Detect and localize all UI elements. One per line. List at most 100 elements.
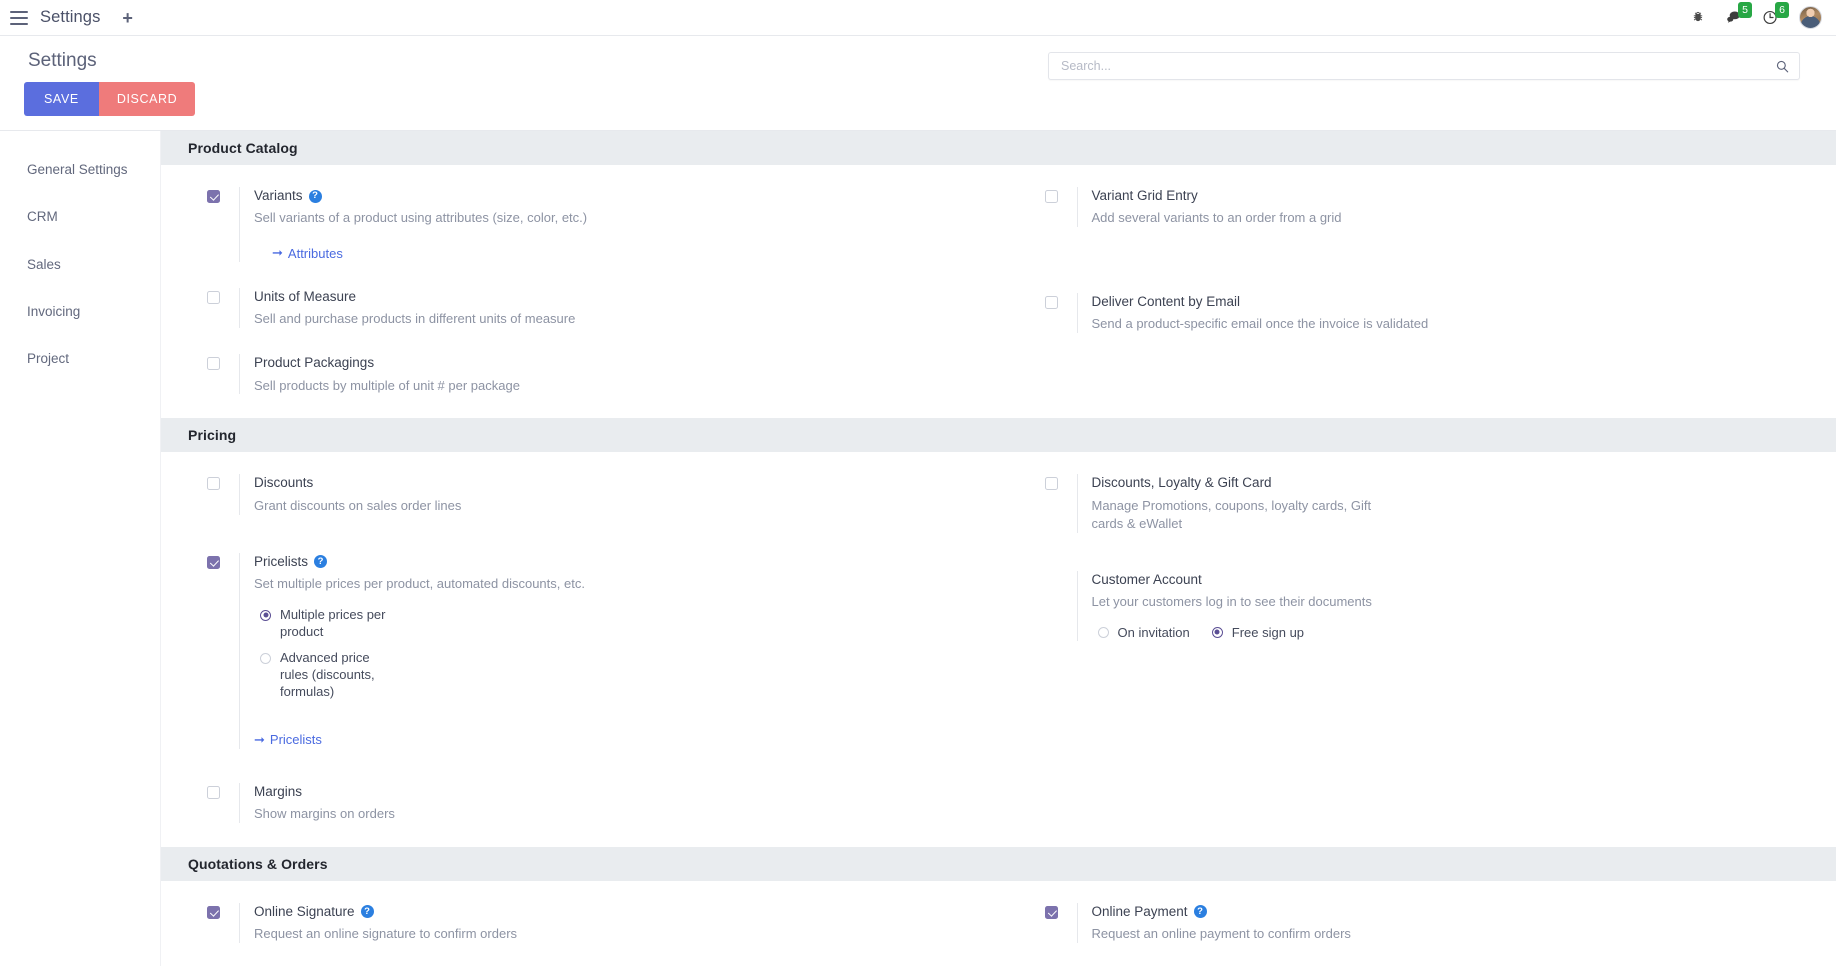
margins-checkbox[interactable] xyxy=(207,785,220,799)
online-signature-label-group: Online Signature ? xyxy=(254,903,969,921)
customer-account-radio-group: On invitation Free sign up xyxy=(1092,624,1807,641)
online-signature-checkbox[interactable] xyxy=(207,905,220,919)
setting-row-discounts: Discounts Grant discounts on sales order… xyxy=(207,474,969,515)
page-title: Settings xyxy=(28,50,97,71)
search-input[interactable] xyxy=(1059,58,1776,74)
sidebar-item-general-settings[interactable]: General Settings xyxy=(27,162,128,177)
radio-indicator[interactable] xyxy=(260,609,271,621)
variants-text: Variants ? Sell variants of a product us… xyxy=(239,187,969,263)
setting-row-units-of-measure: Units of Measure Sell and purchase produ… xyxy=(207,288,969,329)
radio-indicator[interactable] xyxy=(1211,626,1223,638)
product-packagings-text: Product Packagings Sell products by mult… xyxy=(239,354,969,395)
pricelists-label: Pricelists xyxy=(254,553,309,569)
variants-label-group: Variants ? xyxy=(254,187,969,205)
attributes-link-label: Attributes xyxy=(287,245,343,261)
radio-advanced-price-rules[interactable]: Advanced price rules (discounts, formula… xyxy=(260,649,969,700)
deliver-content-by-email-checkbox[interactable] xyxy=(1044,296,1058,310)
variant-grid-entry-description: Add several variants to an order from a … xyxy=(1091,210,1342,226)
search-box[interactable] xyxy=(1048,52,1800,80)
margins-description: Show margins on orders xyxy=(254,805,395,821)
section-body-pricing: Discounts Grant discounts on sales order… xyxy=(161,452,1836,846)
discounts-text: Discounts Grant discounts on sales order… xyxy=(239,474,969,515)
radio-multiple-prices-per-product[interactable]: Multiple prices per product xyxy=(260,606,969,640)
user-avatar[interactable] xyxy=(1799,6,1822,29)
variants-description: Sell variants of a product using attribu… xyxy=(254,210,588,226)
pricing-left-column: Discounts Grant discounts on sales order… xyxy=(161,474,999,823)
pricelists-text: Pricelists ? Set multiple prices per pro… xyxy=(239,552,969,749)
online-payment-label-group: Online Payment ? xyxy=(1092,903,1807,921)
section-header-quotations-orders: Quotations & Orders xyxy=(161,846,1836,881)
online-payment-checkbox[interactable] xyxy=(1044,905,1058,919)
radio-advanced-rules-label: Advanced price rules (discounts, formula… xyxy=(280,650,375,700)
top-navbar: Settings + 5 6 xyxy=(0,0,1836,36)
setting-row-deliver-content-by-email: Deliver Content by Email Send a product-… xyxy=(1044,293,1807,334)
messages-button[interactable]: 5 xyxy=(1725,2,1752,26)
units-of-measure-checkbox[interactable] xyxy=(207,291,220,305)
save-button[interactable]: SAVE xyxy=(24,82,99,116)
help-icon[interactable]: ? xyxy=(360,905,374,919)
quotations-left-column: Online Signature ? Request an online sig… xyxy=(161,902,999,943)
messages-badge: 5 xyxy=(1738,2,1752,18)
variants-checkbox[interactable] xyxy=(207,190,220,203)
setting-row-pricelists: Pricelists ? Set multiple prices per pro… xyxy=(207,552,969,749)
section-body-quotations-orders: Online Signature ? Request an online sig… xyxy=(161,881,1836,966)
search-area xyxy=(1048,52,1800,80)
help-icon[interactable]: ? xyxy=(308,189,322,203)
quotations-right-column: Online Payment ? Request an online payme… xyxy=(999,902,1836,943)
customer-account-description: Let your customers log in to see their d… xyxy=(1091,593,1372,609)
variant-grid-entry-checkbox[interactable] xyxy=(1044,190,1058,203)
discounts-loyalty-gift-card-label: Discounts, Loyalty & Gift Card xyxy=(1091,475,1272,491)
settings-page: General Settings CRM Sales Invoicing Pro… xyxy=(0,131,1836,966)
sidebar-item-crm[interactable]: CRM xyxy=(27,209,58,225)
radio-indicator[interactable] xyxy=(260,653,271,665)
units-of-measure-label: Units of Measure xyxy=(254,289,357,305)
pricelists-checkbox[interactable] xyxy=(207,555,220,569)
online-payment-text: Online Payment ? Request an online payme… xyxy=(1076,902,1807,943)
navbar-right-group: 5 6 xyxy=(1691,2,1822,29)
variants-label: Variants xyxy=(254,188,303,203)
activities-button[interactable]: 6 xyxy=(1762,2,1789,26)
product-packagings-label: Product Packagings xyxy=(254,355,375,371)
pricelists-link-label: Pricelists xyxy=(269,732,322,748)
sidebar-item-sales[interactable]: Sales xyxy=(27,256,61,272)
product-catalog-right-column: Variant Grid Entry Add several variants … xyxy=(999,187,1836,394)
settings-content-scroll[interactable]: Product Catalog Variants ? Sell variants… xyxy=(160,131,1836,966)
search-icon[interactable] xyxy=(1776,60,1789,73)
units-of-measure-description: Sell and purchase products in different … xyxy=(254,311,576,327)
setting-row-online-payment: Online Payment ? Request an online payme… xyxy=(1044,902,1807,943)
pricelists-link[interactable]: ➞ Pricelists xyxy=(254,732,322,748)
variant-grid-entry-label: Variant Grid Entry xyxy=(1091,188,1198,203)
sidebar-item-invoicing[interactable]: Invoicing xyxy=(27,303,81,319)
online-signature-text: Online Signature ? Request an online sig… xyxy=(239,902,969,943)
setting-row-variant-grid-entry: Variant Grid Entry Add several variants … xyxy=(1044,187,1807,228)
discounts-loyalty-gift-card-checkbox[interactable] xyxy=(1044,477,1058,491)
discard-button[interactable]: DISCARD xyxy=(98,82,196,116)
help-icon[interactable]: ? xyxy=(1193,905,1207,919)
discounts-loyalty-gift-card-text: Discounts, Loyalty & Gift Card Manage Pr… xyxy=(1076,474,1807,533)
online-payment-description: Request an online payment to confirm ord… xyxy=(1091,925,1351,941)
new-tab-plus-icon[interactable]: + xyxy=(122,7,133,28)
pricelists-radio-group: Multiple prices per product Advanced pri… xyxy=(254,606,969,701)
discounts-label: Discounts xyxy=(254,475,314,491)
margins-label: Margins xyxy=(254,783,303,799)
customer-account-label: Customer Account xyxy=(1091,571,1202,587)
radio-on-invitation[interactable]: On invitation xyxy=(1097,624,1190,641)
discounts-checkbox[interactable] xyxy=(207,477,220,491)
settings-sidebar: General Settings CRM Sales Invoicing Pro… xyxy=(0,131,160,966)
pricelists-label-group: Pricelists ? xyxy=(254,553,969,571)
setting-row-customer-account: Customer Account Let your customers log … xyxy=(1045,570,1807,641)
bug-icon[interactable] xyxy=(1691,11,1705,25)
setting-row-online-signature: Online Signature ? Request an online sig… xyxy=(207,902,969,943)
sidebar-item-project[interactable]: Project xyxy=(27,351,70,366)
section-header-product-catalog: Product Catalog xyxy=(161,131,1836,165)
radio-indicator[interactable] xyxy=(1097,626,1109,638)
radio-free-sign-up[interactable]: Free sign up xyxy=(1211,624,1304,641)
hamburger-menu-icon[interactable] xyxy=(10,10,28,25)
discounts-loyalty-gift-card-description: Manage Promotions, coupons, loyalty card… xyxy=(1091,497,1372,531)
pricelists-description: Set multiple prices per product, automat… xyxy=(254,575,585,591)
product-packagings-checkbox[interactable] xyxy=(207,357,220,371)
help-icon[interactable]: ? xyxy=(314,555,328,569)
attributes-link[interactable]: ➞ Attributes xyxy=(254,245,343,261)
app-title[interactable]: Settings xyxy=(40,8,101,26)
radio-on-invitation-label: On invitation xyxy=(1117,624,1190,640)
